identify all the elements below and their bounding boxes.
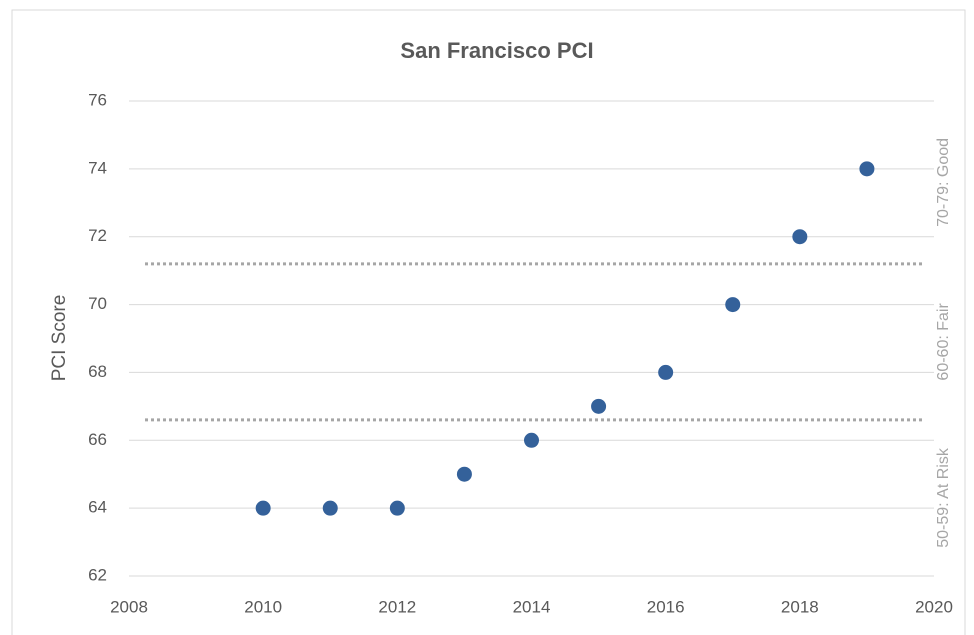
point xyxy=(725,297,741,313)
point xyxy=(524,432,539,448)
band-label: 60-60: Fair xyxy=(935,303,952,381)
y-tick-label: 72 xyxy=(88,226,107,245)
band-label: 70-79: Good xyxy=(935,138,952,227)
band-label: 50-59: At Risk xyxy=(935,447,952,548)
point xyxy=(859,161,875,177)
x-tick-label: 2014 xyxy=(513,597,551,616)
x-tick-label: 2008 xyxy=(110,597,148,616)
y-axis-label: PCI Score xyxy=(49,295,70,382)
y-tick-label: 66 xyxy=(88,430,107,449)
y-tick-label: 62 xyxy=(88,565,107,584)
y-tick-label: 74 xyxy=(88,158,107,177)
x-tick-label: 2018 xyxy=(781,597,819,616)
point xyxy=(591,398,607,414)
y-tick-label: 64 xyxy=(88,498,107,517)
chart-title: San Francisco PCI xyxy=(400,38,593,63)
y-tick-label: 76 xyxy=(88,90,107,109)
y-tick-label: 68 xyxy=(88,362,107,381)
point xyxy=(792,229,808,245)
point xyxy=(389,500,405,516)
x-tick-label: 2010 xyxy=(244,597,282,616)
point xyxy=(658,364,674,380)
x-tick-label: 2016 xyxy=(647,597,685,616)
point xyxy=(456,466,472,482)
point xyxy=(322,500,338,516)
chart-border xyxy=(11,9,966,635)
x-tick-label: 2020 xyxy=(915,597,953,616)
x-tick-label: 2012 xyxy=(378,597,416,616)
point xyxy=(255,500,271,516)
y-tick-label: 70 xyxy=(88,294,107,313)
